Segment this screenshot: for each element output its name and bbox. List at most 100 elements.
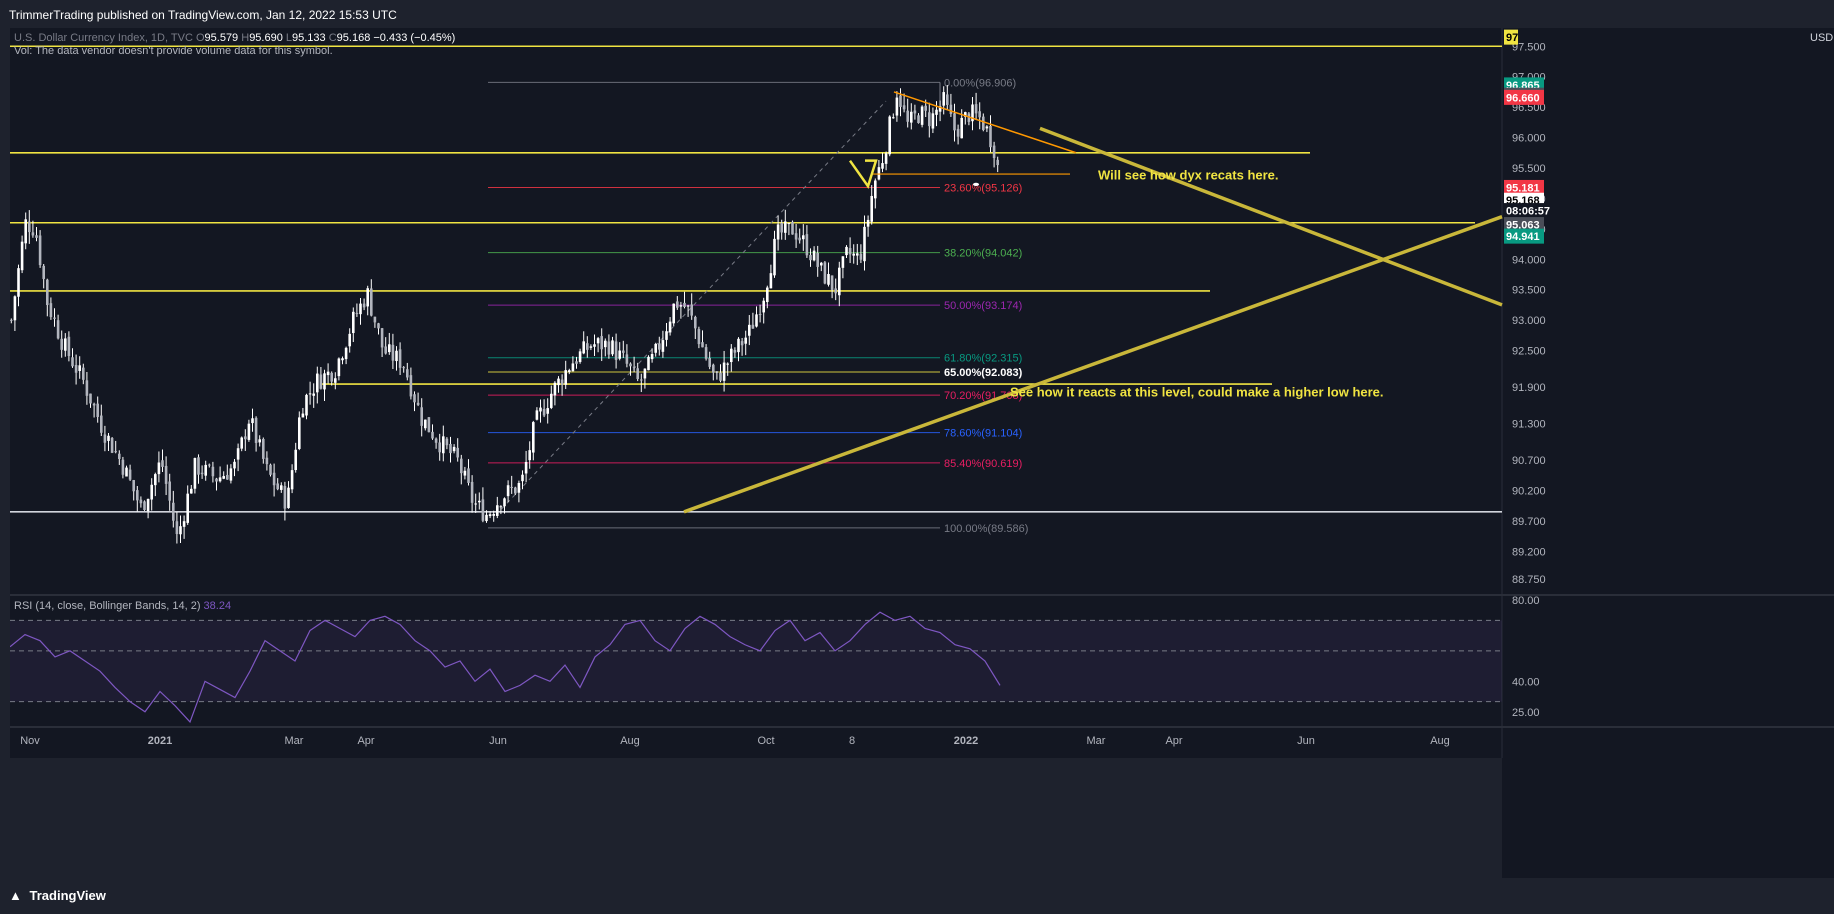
candle-body	[449, 443, 452, 454]
price-axis[interactable]	[1502, 28, 1834, 878]
candle-body	[46, 279, 49, 306]
time-tick-label: Aug	[1430, 735, 1450, 747]
candle-body	[902, 105, 906, 110]
candle-body	[827, 274, 830, 285]
candle-body	[341, 358, 344, 361]
candle-body	[629, 363, 632, 367]
candle-body	[560, 379, 564, 385]
candle-body	[618, 350, 621, 359]
candle-body	[650, 354, 654, 360]
candle-body	[337, 358, 341, 377]
fib-level-label: 70.20%(91.708)	[944, 390, 1022, 402]
candle-body	[85, 380, 89, 396]
candle-body	[722, 362, 726, 381]
candle-body	[208, 464, 211, 466]
candle-body	[190, 488, 193, 494]
candle-body	[334, 378, 337, 383]
time-tick-label: 2022	[954, 735, 978, 747]
candle-body	[89, 393, 92, 404]
candle-body	[852, 253, 855, 256]
candle-body	[769, 273, 773, 289]
ascending-trendline[interactable]	[683, 215, 1503, 514]
candle-body	[881, 163, 884, 169]
checkmark-drawing[interactable]	[848, 159, 878, 190]
candle-body	[935, 109, 938, 115]
candle-body	[564, 370, 567, 385]
candle-body	[755, 314, 758, 327]
candle-body	[366, 288, 369, 307]
rsi-line[interactable]	[9, 611, 1001, 724]
candle-body	[71, 357, 74, 367]
candle-body	[470, 481, 474, 503]
candle-body	[863, 226, 866, 262]
candle-body	[697, 329, 701, 345]
rsi-tick-label: 40.00	[1512, 676, 1540, 688]
price-tick-label: 90.700	[1512, 455, 1546, 467]
fib-level-label: 61.80%(92.315)	[944, 353, 1022, 365]
tradingview-brand[interactable]: ▲ TradingView	[9, 888, 106, 903]
candle-body	[258, 439, 261, 443]
candle-body	[924, 105, 927, 111]
price-tick-label: 91.900	[1512, 382, 1546, 394]
time-axis[interactable]	[10, 728, 1502, 758]
price-badge-text: 08:06:57	[1506, 206, 1550, 218]
candle-body	[971, 104, 974, 122]
descending-trendline[interactable]	[1039, 126, 1503, 307]
rsi-pane[interactable]	[10, 596, 1502, 726]
candle-body	[784, 221, 787, 233]
candle-body	[830, 275, 834, 290]
candle-body	[762, 300, 765, 313]
candle-body	[809, 254, 812, 261]
candle-body	[402, 367, 405, 369]
candle-body	[132, 480, 135, 492]
candle-body	[816, 253, 819, 267]
candle-body	[589, 346, 593, 348]
candle-body	[953, 113, 956, 131]
price-badge-text: 95.063	[1506, 220, 1540, 232]
candle-body	[622, 350, 625, 353]
candle-body	[136, 490, 139, 501]
candle-body	[398, 349, 402, 368]
candle-body	[265, 457, 269, 465]
candle-body	[892, 117, 895, 119]
price-tick-label: 89.200	[1512, 546, 1546, 558]
candle-body	[586, 343, 589, 350]
candle-body	[355, 313, 359, 315]
chart-annotation: Will see how dyx recats here.	[1098, 167, 1279, 182]
candle-body	[992, 145, 996, 159]
legend-ohlc: U.S. Dollar Currency Index, 1D, TVC O95.…	[14, 32, 455, 44]
chart-svg[interactable]: 97.50097.00096.50096.00095.50095.00094.5…	[9, 28, 1834, 878]
candle-body	[503, 498, 506, 507]
candle-body	[514, 487, 517, 494]
candle-body	[960, 117, 963, 139]
candle-body	[42, 265, 45, 279]
candle-body	[35, 235, 38, 238]
candle-body	[582, 341, 585, 354]
time-tick-label: Mar	[285, 735, 304, 747]
candle-body	[125, 467, 128, 477]
candle-body	[866, 219, 870, 227]
candle-body	[737, 338, 740, 353]
candle-body	[884, 153, 888, 164]
candle-body	[168, 481, 171, 501]
candle-body	[431, 431, 434, 439]
candle-body	[380, 328, 384, 348]
price-tick-label: 93.500	[1512, 285, 1546, 297]
candle-body	[211, 466, 215, 477]
candle-body	[499, 506, 503, 508]
price-tick-label: 97.500	[1512, 41, 1546, 53]
candle-body	[49, 303, 53, 318]
candle-body	[186, 493, 189, 523]
candle-body	[31, 232, 35, 236]
candle-body	[100, 415, 103, 433]
price-badge	[1504, 203, 1544, 219]
candle-body	[262, 438, 265, 459]
candle-body	[820, 262, 823, 266]
orange-trendline[interactable]	[893, 91, 1077, 154]
fib-trend-dashed-line[interactable]	[495, 100, 887, 516]
candle-body	[193, 458, 197, 489]
candle-body	[910, 111, 913, 123]
candle-body	[10, 319, 13, 321]
chart-area[interactable]: 97.50097.00096.50096.00095.50095.00094.5…	[9, 28, 1834, 878]
candle-body	[524, 461, 528, 474]
